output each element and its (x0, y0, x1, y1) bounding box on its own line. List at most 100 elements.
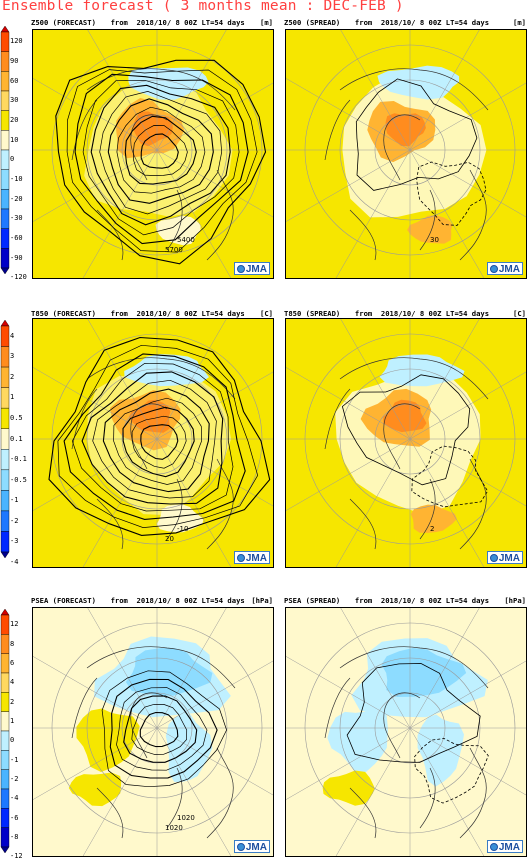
colorbar-2: 4 3 2 1 0.5 0.1 -0.1 -0.5 -1 -2 -3 -4 (0, 320, 30, 565)
panel-unit: [hPa] (251, 596, 273, 605)
panel-header: T850 (FORECAST) from 2018/10/ 8 00Z LT=5… (31, 309, 275, 318)
panel-variable: Z500 (FORECAST) (31, 18, 96, 27)
jma-label: JMA (245, 264, 267, 275)
colorbar-tick: -8 (10, 832, 19, 841)
jma-label: JMA (245, 842, 267, 853)
jma-badge: JMA (487, 840, 523, 853)
colorbar-tick: -3 (10, 537, 19, 546)
colorbar-tick: 0 (10, 736, 15, 745)
jma-logo-icon (237, 265, 245, 273)
colorbar-tick: -10 (10, 175, 23, 183)
polar-map: -1020 (33, 319, 273, 567)
panel-variable: Z500 (SPREAD) (284, 18, 341, 27)
map-panel: 30 JMA (285, 29, 527, 279)
panel-variable: PSEA (FORECAST) (31, 596, 96, 605)
colorbar-scale (0, 320, 10, 558)
contour-label: 20 (165, 535, 174, 543)
jma-logo-icon (237, 554, 245, 562)
polar-map: 2 (286, 319, 526, 567)
panel-from: from (101, 596, 137, 605)
colorbar-tick: -90 (10, 253, 23, 262)
colorbar-tick: 2 (10, 372, 15, 381)
colorbar-scale (0, 26, 10, 274)
panel-header: Z500 (FORECAST) from 2018/10/ 8 00Z LT=5… (31, 18, 275, 27)
jma-badge: JMA (234, 840, 270, 853)
colorbar-tick: -6 (10, 813, 19, 822)
jma-label: JMA (498, 264, 520, 275)
colorbar-tick: -20 (10, 194, 23, 203)
map-panel: 5400 5700 JMA (32, 29, 274, 279)
colorbar-tick: 60 (10, 76, 19, 85)
panel-initial-date: 2018/10/ 8 00Z LT=54 days (380, 596, 490, 605)
panel-variable: PSEA (SPREAD) (284, 596, 341, 605)
colorbar-1: 120 90 60 30 20 10 0 -10 -20 -30 -60 -90 -120 (0, 26, 30, 281)
colorbar-tick: -2 (10, 774, 19, 783)
colorbar-tick: -2 (10, 516, 19, 525)
panel-unit: [m] (513, 18, 526, 27)
colorbar-tick: 120 (10, 37, 23, 46)
polar-map (286, 608, 526, 856)
polar-map: 5400 5700 (33, 30, 273, 278)
jma-logo-icon (490, 843, 498, 851)
colorbar-tick: -12 (10, 852, 23, 861)
colorbar-tick: 2 (10, 697, 15, 706)
panel-from: from (346, 596, 381, 605)
panel-header: PSEA (SPREAD) from 2018/10/ 8 00Z LT=54 … (284, 596, 528, 605)
colorbar-tick: -0.1 (10, 455, 27, 464)
panel-unit: [C] (260, 309, 273, 318)
map-panel: JMA (285, 607, 527, 857)
contour-label: -10 (177, 525, 188, 533)
colorbar-tick: -30 (10, 214, 23, 223)
colorbar-tick: 8 (10, 639, 15, 648)
colorbar-tick: 90 (10, 57, 19, 65)
colorbar-tick: 3 (10, 352, 15, 361)
colorbar-tick: 4 (10, 678, 15, 687)
colorbar-tick: 1 (10, 716, 15, 725)
colorbar-tick: 10 (10, 135, 19, 144)
panel-unit: [m] (260, 18, 273, 27)
colorbar-tick: -60 (10, 234, 23, 242)
polar-map: 30 (286, 30, 526, 278)
colorbar-tick: -1 (10, 496, 19, 505)
contour-label: 2 (430, 525, 434, 533)
contour-label: 1020 (165, 824, 183, 832)
colorbar-tick: 6 (10, 658, 15, 667)
panel-initial-date: 2018/10/ 8 00Z LT=54 days (136, 596, 245, 605)
jma-badge: JMA (487, 262, 523, 275)
jma-badge: JMA (234, 551, 270, 564)
jma-logo-icon (490, 554, 498, 562)
contour-label: 5400 (177, 236, 195, 244)
figure-title: Ensemble forecast ( 3 months mean : DEC-… (2, 0, 404, 14)
colorbar-tick: -0.5 (10, 475, 27, 484)
panel-from: from (346, 18, 381, 27)
polar-map: 1020 1020 (33, 608, 273, 856)
jma-badge: JMA (487, 551, 523, 564)
panel-initial-date: 2018/10/ 8 00Z LT=54 days (380, 309, 490, 318)
contour-label: 1020 (177, 814, 195, 822)
colorbar-tick: 0.5 (10, 413, 23, 422)
colorbar-tick: -4 (10, 794, 19, 803)
jma-label: JMA (245, 553, 267, 564)
panel-from: from (101, 309, 137, 318)
panel-initial-date: 2018/10/ 8 00Z LT=54 days (136, 18, 245, 27)
colorbar-tick: -120 (10, 273, 27, 282)
panel-variable: T850 (SPREAD) (284, 309, 341, 318)
colorbar-scale (0, 609, 10, 853)
jma-label: JMA (498, 842, 520, 853)
colorbar-tick: 0.1 (10, 434, 23, 443)
map-panel: 1020 1020 JMA (32, 607, 274, 857)
jma-label: JMA (498, 553, 520, 564)
panel-header: PSEA (FORECAST) from 2018/10/ 8 00Z LT=5… (31, 596, 275, 605)
jma-badge: JMA (234, 262, 270, 275)
panel-initial-date: 2018/10/ 8 00Z LT=54 days (380, 18, 490, 27)
colorbar-tick: 12 (10, 620, 19, 629)
colorbar-3: 12 8 6 4 2 1 0 -1 -2 -4 -6 -8 -12 (0, 609, 30, 860)
contour-label: 5700 (165, 246, 183, 254)
panel-header: T850 (SPREAD) from 2018/10/ 8 00Z LT=54 … (284, 309, 528, 318)
jma-logo-icon (490, 265, 498, 273)
map-panel: -10 20 JMA (32, 318, 274, 568)
panel-unit: [C] (513, 309, 526, 318)
panel-variable: T850 (FORECAST) (31, 309, 96, 318)
panel-unit: [hPa] (504, 596, 526, 605)
colorbar-tick: -1 (10, 755, 19, 764)
